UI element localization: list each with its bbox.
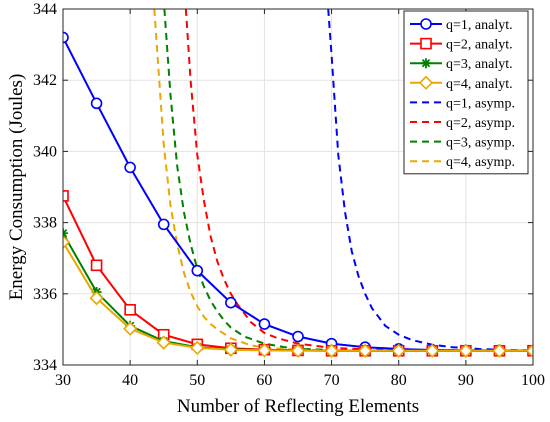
y-tick-label: 344 [33,1,57,18]
series-8-line [153,9,533,352]
legend-item: q=2, asymp. [410,116,515,131]
series-1-point [258,318,271,330]
legend-item: q=4, analyt. [410,75,513,92]
series-8 [153,9,533,352]
series-4-point [89,290,104,306]
y-tick-label: 334 [33,357,57,374]
legend-item: q=2, analyt. [410,38,513,53]
x-axis-label: Number of Reflecting Elements [177,396,419,417]
legend-item: q=1, asymp. [410,96,515,111]
series-4-point [190,340,205,356]
series-4-point [156,335,171,350]
legend-item: q=3, analyt. [410,57,513,72]
tick-layer: 30 40 50 60 70 80 90 100 334 336 338 340 342 344 [33,1,545,389]
series-7-line [163,9,533,352]
series-4-point [525,343,533,358]
series-layer [63,9,533,358]
legend-swatch-marker [418,75,434,90]
series-4-point [257,343,272,358]
legend-label: q=4, asymp. [446,155,515,170]
legend-item: q=3, asymp. [410,136,515,151]
series-4-point [425,343,440,358]
x-tick-label: 50 [189,372,205,389]
series-4-point [63,235,71,250]
series-2-point [124,304,136,316]
series-1-point [157,218,170,231]
series-2-point [63,190,69,202]
legend-label: q=2, analyt. [446,38,513,53]
legend-item: q=1, analyt. [410,18,513,33]
series-1-point [292,330,304,343]
x-tick-label: 80 [391,372,407,389]
legend-item: q=4, asymp. [410,155,515,170]
x-tick-label: 70 [324,372,340,389]
series-4-point [492,343,507,358]
x-tick-label: 60 [256,372,272,389]
legend-swatch-marker [420,18,432,30]
series-4-point [223,342,238,357]
series-2-point [90,259,103,272]
series-1-point [191,264,204,277]
series-1-point [225,296,237,309]
legend-label: q=1, analyt. [446,18,513,33]
series-4-point [358,343,373,358]
series-4-point [391,343,406,358]
legend-label: q=3, analyt. [446,57,513,72]
x-tick-label: 100 [521,372,545,389]
series-1-point [90,97,103,110]
series-4-point [324,343,339,358]
legend-label: q=3, asymp. [446,136,515,151]
x-tick-label: 40 [122,372,138,389]
legend: q=1, analyt. q=2, analyt. q=3, analyt. q=4,… [403,10,529,175]
series-4-point [458,343,473,358]
y-tick-label: 342 [33,72,57,89]
legend-label: q=2, asymp. [446,116,515,131]
legend-label: q=1, asymp. [446,96,515,111]
legend-swatch-marker [421,58,431,69]
series-1-point [63,31,69,44]
series-1-point [124,161,136,174]
y-tick-label: 338 [33,215,57,232]
series-7 [163,9,533,352]
x-tick-label: 90 [458,372,474,389]
legend-swatch-marker [420,37,432,50]
x-tick-label: 30 [55,372,71,389]
series-4-point [290,343,306,358]
plot-frame [62,8,534,366]
legend-label: q=4, analyt. [446,77,513,92]
series-4 [63,235,533,358]
series-4-point [123,321,138,336]
y-tick-label: 340 [33,143,57,160]
y-tick-label: 336 [33,286,57,303]
y-axis-label: Energy Consumption (Joules) [6,74,27,301]
